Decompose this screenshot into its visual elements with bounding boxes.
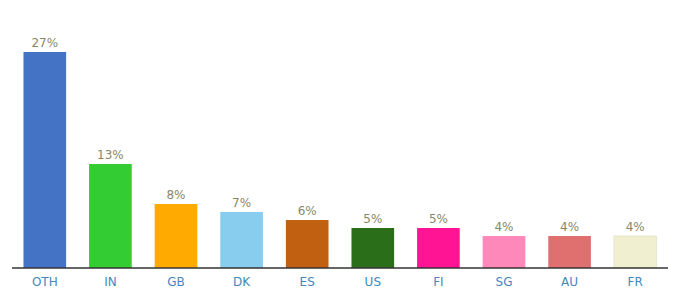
data-label: 6% [298,204,317,218]
bar [614,236,657,268]
data-label: 5% [429,212,448,226]
x-tick-label: GB [167,275,185,289]
data-label: 27% [31,36,58,50]
chart-container: 27% 13% 8% 7% 6% 5% 5% 4% 4% 4% OTH IN GB DK ES US FI SG A… [0,0,680,300]
bar [220,212,263,268]
data-label: 13% [97,148,124,162]
data-label: 4% [560,220,579,234]
bar [351,228,394,268]
bar [155,204,198,268]
x-tick-label: IN [104,275,117,289]
bar [548,236,591,268]
data-label: 8% [166,188,185,202]
chart: 27% 13% 8% 7% 6% 5% 5% 4% 4% 4% OTH IN GB DK ES US FI SG A… [0,0,680,300]
x-tick-label: OTH [32,275,58,289]
x-axis [12,267,668,269]
data-label: 4% [626,220,645,234]
x-tick-label: ES [300,275,315,289]
x-tick-label: FR [628,275,643,289]
x-tick-label: SG [496,275,513,289]
bar [23,52,66,268]
x-tick-label: AU [561,275,578,289]
data-label: 4% [494,220,513,234]
bar [89,164,132,268]
bars [23,52,656,268]
x-tick-label: US [365,275,381,289]
x-tick-labels: OTH IN GB DK ES US FI SG AU FR [32,275,643,289]
bar [286,220,329,268]
bar [483,236,526,268]
bar [417,228,460,268]
data-label: 7% [232,196,251,210]
data-labels: 27% 13% 8% 7% 6% 5% 5% 4% 4% 4% [31,36,644,234]
x-tick-label: DK [233,275,251,289]
x-tick-label: FI [433,275,443,289]
data-label: 5% [363,212,382,226]
